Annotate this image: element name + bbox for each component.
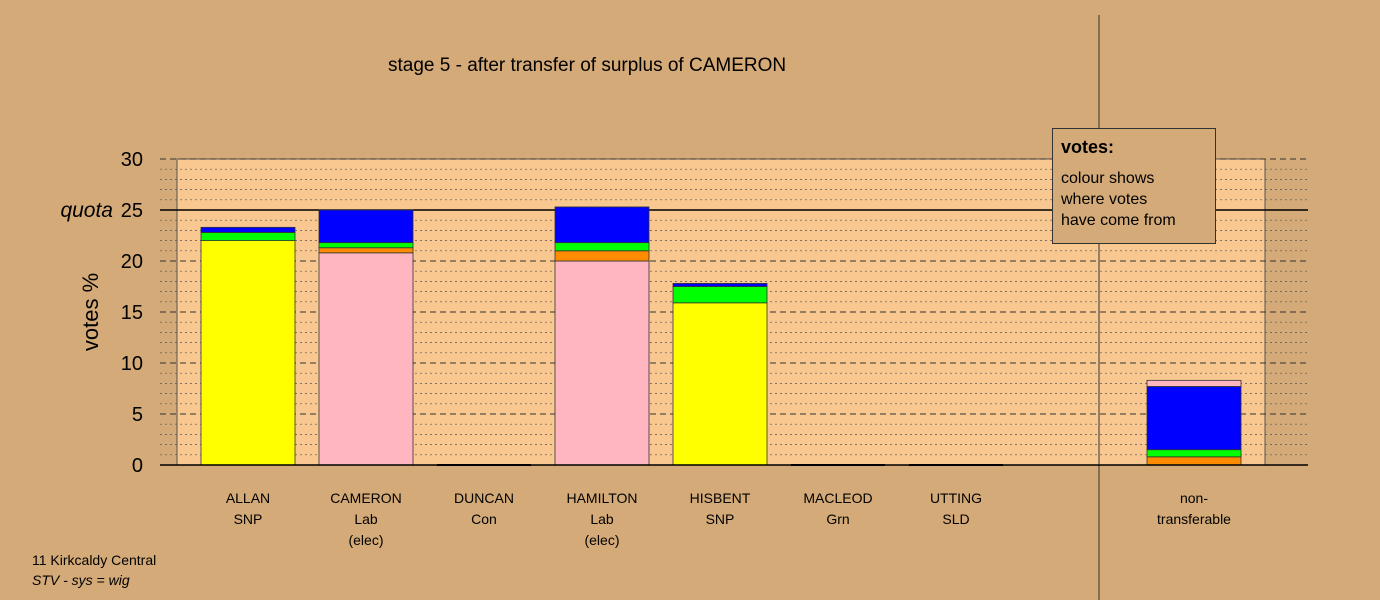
system-label: STV - sys = wig xyxy=(32,572,130,588)
party-label: SNP xyxy=(234,511,263,527)
bar-hisbent-segment xyxy=(672,302,768,466)
y-tick-label: 20 xyxy=(121,251,143,273)
elected-label: (elec) xyxy=(348,532,383,548)
party-label: SLD xyxy=(942,511,969,527)
candidate-name-label: DUNCAN xyxy=(454,490,514,506)
bar-cameron-segment xyxy=(318,209,414,244)
bar-hamilton-segment xyxy=(554,250,650,262)
bar-allan-segment xyxy=(200,226,296,233)
party-label: Con xyxy=(471,511,497,527)
chart-title: stage 5 - after transfer of surplus of C… xyxy=(388,55,787,76)
y-tick-label: 10 xyxy=(121,353,143,375)
bar-hamilton-segment xyxy=(554,242,650,252)
elected-label: (elec) xyxy=(584,532,619,548)
legend-line-3: have come from xyxy=(1061,212,1176,229)
bar-cameron-segment xyxy=(318,247,414,254)
y-tick-label: 25 xyxy=(121,200,143,222)
bar-allan-segment xyxy=(200,240,296,466)
candidate-name-label: ALLAN xyxy=(226,490,270,506)
bar-nontransferable-segment xyxy=(1146,449,1242,458)
y-tick-label: 0 xyxy=(132,455,143,477)
footer: 11 Kirkcaldy Central STV - sys = wig xyxy=(32,550,156,590)
candidate-name-label: HAMILTON xyxy=(566,490,637,506)
ward-name: 11 Kirkcaldy Central xyxy=(32,552,157,568)
legend-title: votes: xyxy=(1061,137,1115,157)
party-label: Lab xyxy=(354,511,378,527)
bar-cameron-segment xyxy=(318,252,414,466)
bar-hamilton-segment xyxy=(554,206,650,244)
bar-hisbent-segment xyxy=(672,283,768,287)
y-tick-label: 15 xyxy=(121,302,143,324)
candidate-name-label: MACLEOD xyxy=(803,490,872,506)
legend: votes: colour shows where votes have com… xyxy=(1052,128,1216,244)
nontransferable-label: transferable xyxy=(1157,511,1231,527)
party-label: SNP xyxy=(706,511,735,527)
bar-allan-segment xyxy=(200,232,296,242)
legend-line-2: where votes xyxy=(1061,191,1148,208)
candidate-name-label: UTTING xyxy=(930,490,982,506)
party-label: Grn xyxy=(826,511,849,527)
bar-nontransferable-segment xyxy=(1146,386,1242,451)
candidate-name-label: CAMERON xyxy=(330,490,402,506)
bar-hisbent-segment xyxy=(672,286,768,304)
quota-label: quota xyxy=(60,199,113,222)
bar-nontransferable-segment xyxy=(1146,456,1242,466)
candidate-name-label: HISBENT xyxy=(690,490,751,506)
bar-cameron-segment xyxy=(318,242,414,249)
y-tick-label: 30 xyxy=(121,149,143,171)
nontransferable-label: non- xyxy=(1180,490,1208,506)
bar-hamilton-segment xyxy=(554,260,650,466)
y-tick-label: 5 xyxy=(132,404,143,426)
bar-nontransferable-segment xyxy=(1146,379,1242,387)
y-axis-label: votes % xyxy=(78,273,103,351)
party-label: Lab xyxy=(590,511,614,527)
legend-line-1: colour shows xyxy=(1061,170,1155,187)
